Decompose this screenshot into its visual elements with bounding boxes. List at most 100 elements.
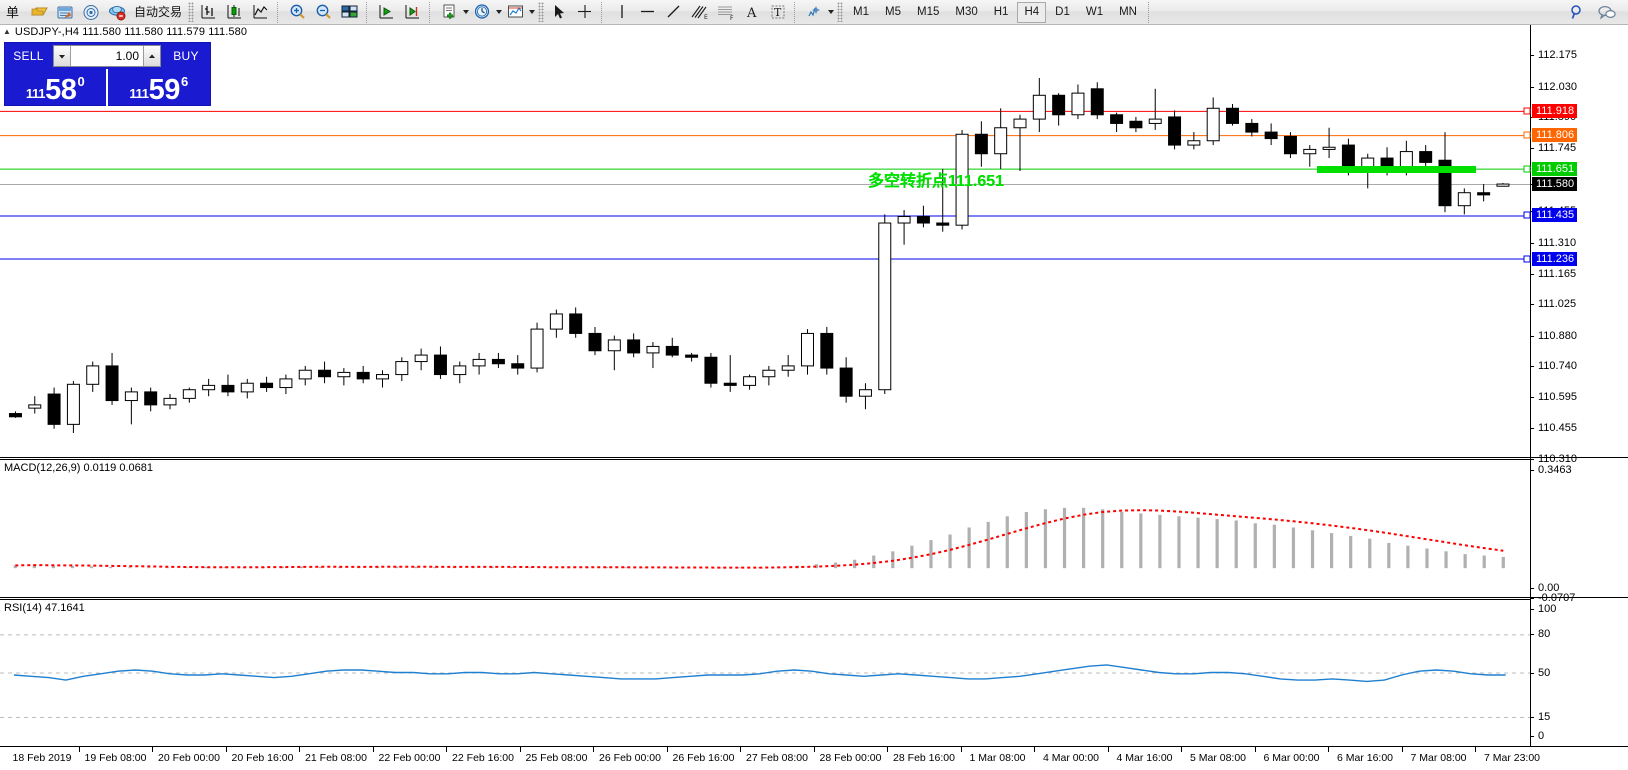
time-axis[interactable]: 18 Feb 2019 19 Feb 08:00 20 Feb 00:00 20 Fe… (0, 746, 1628, 770)
toolbar-separator-4 (601, 1, 606, 23)
buy-price-display[interactable]: 111 59 6 (108, 69, 211, 106)
time-tick-label: 27 Feb 08:00 (746, 752, 808, 764)
vertical-line-icon[interactable] (609, 1, 635, 24)
equidistant-channel-icon[interactable]: E (687, 1, 713, 24)
bar-chart-icon[interactable] (196, 1, 222, 24)
price-tick: 112.175 (1531, 49, 1577, 61)
price-line-handle[interactable] (1523, 107, 1531, 115)
time-tick-label: 1 Mar 08:00 (969, 752, 1026, 764)
time-tick-mark (740, 747, 742, 752)
pane-separator-macd[interactable] (0, 457, 1628, 460)
time-tick-mark (813, 747, 815, 752)
macd-pane[interactable]: MACD(12,26,9) 0.0119 0.0681 (0, 461, 1628, 598)
periodicity-dropdown-arrow-icon[interactable] (496, 1, 503, 24)
new-order-icon[interactable] (437, 1, 463, 24)
new-order-dropdown-arrow-icon[interactable] (463, 1, 470, 24)
toolbar-separator-6 (1147, 1, 1153, 23)
main-toolbar: 单 (0, 0, 1628, 25)
toolbar-grip-2[interactable] (538, 2, 545, 22)
time-tick-label: 26 Feb 00:00 (599, 752, 661, 764)
sell-price-display[interactable]: 111 58 0 (5, 69, 108, 106)
line-chart-icon[interactable] (248, 1, 274, 24)
price-tag[interactable]: 111.651 (1532, 161, 1578, 176)
cursor-icon[interactable] (546, 1, 572, 24)
price-chart-pane[interactable] (0, 39, 1628, 459)
folder-icon[interactable] (26, 1, 52, 24)
sell-price-main: 58 (45, 74, 77, 106)
collapse-triangle-icon[interactable]: ▲ (3, 27, 11, 36)
timeframe-h1[interactable]: H1 (993, 5, 1009, 18)
price-tick: 110.595 (1531, 391, 1577, 403)
tile-windows-icon[interactable] (337, 1, 363, 24)
macd-tick: -0.0707 (1531, 592, 1575, 604)
volume-increase-button[interactable] (143, 46, 160, 66)
search-icon[interactable] (1564, 1, 1590, 24)
price-line-handle[interactable] (1523, 131, 1531, 139)
one-click-trading-panel[interactable]: SELL 1.00 BUY 111 58 0 111 59 6 (4, 42, 211, 106)
templates-icon[interactable] (503, 1, 529, 24)
time-tick-label: 7 Mar 08:00 (1410, 752, 1467, 764)
templates-dropdown-arrow-icon[interactable] (529, 1, 536, 24)
timeframe-d1[interactable]: D1 (1055, 5, 1070, 18)
trend-segment-highlight[interactable] (1317, 165, 1477, 173)
chat-icon[interactable] (1594, 1, 1620, 24)
price-tag[interactable]: 111.435 (1532, 208, 1578, 223)
price-line-handle[interactable] (1523, 165, 1531, 173)
buy-button[interactable]: BUY (173, 49, 199, 63)
autotrade-icon[interactable] (104, 1, 130, 24)
timeframe-m5[interactable]: M5 (885, 5, 901, 18)
rsi-pane[interactable]: RSI(14) 47.1641 (0, 601, 1628, 746)
buy-price-prefix: 111 (129, 86, 149, 101)
macd-label[interactable]: MACD(12,26,9) 0.0119 0.0681 (4, 462, 153, 474)
volume-field[interactable]: 1.00 (53, 45, 161, 67)
crosshair-icon[interactable] (572, 1, 598, 24)
timeframe-h4[interactable]: H4 (1017, 1, 1047, 23)
price-tag[interactable]: 111.918 (1532, 103, 1578, 118)
timeframe-m30[interactable]: M30 (955, 5, 978, 18)
rsi-series (0, 634, 1530, 718)
sell-button[interactable]: SELL (13, 49, 44, 63)
text-label-icon[interactable]: A (739, 1, 765, 24)
data-window-icon[interactable] (52, 1, 78, 24)
sell-price-fraction: 0 (77, 74, 85, 89)
price-line-handle[interactable] (1523, 211, 1531, 219)
navigator-icon[interactable] (78, 1, 104, 24)
octp-header-row: SELL 1.00 BUY (5, 43, 210, 69)
timeframe-w1[interactable]: W1 (1085, 5, 1104, 18)
timeframe-m15[interactable]: M15 (916, 5, 940, 18)
pane-separator-rsi[interactable] (0, 597, 1628, 600)
indicators-dropdown-arrow-icon[interactable] (828, 1, 835, 24)
indicators-icon[interactable] (802, 1, 828, 24)
volume-decrease-button[interactable] (54, 46, 71, 66)
time-tick-mark (1328, 747, 1330, 752)
price-tick: 111.025 (1531, 298, 1576, 310)
toolbar-grip[interactable] (188, 2, 195, 22)
toolbar-grip-3[interactable] (837, 2, 844, 22)
periodicity-icon[interactable] (470, 1, 496, 24)
chart-shift-icon[interactable] (374, 1, 400, 24)
rsi-label[interactable]: RSI(14) 47.1641 (4, 602, 85, 614)
text-object-icon[interactable]: T (765, 1, 791, 24)
price-line-handle[interactable] (1523, 255, 1531, 263)
toolbar-separator-3 (429, 1, 434, 23)
chart-annotation-label[interactable]: 多空转折点111.651 (868, 172, 1005, 190)
trendline-icon[interactable] (661, 1, 687, 24)
price-tick: 110.740 (1531, 360, 1577, 372)
price-tag[interactable]: 111.236 (1532, 251, 1578, 266)
timeframe-m1[interactable]: M1 (853, 5, 869, 18)
volume-value[interactable]: 1.00 (71, 46, 143, 66)
candlestick-chart-icon[interactable] (222, 1, 248, 24)
zoom-in-icon[interactable] (285, 1, 311, 24)
price-tag[interactable]: 111.580 (1532, 177, 1578, 192)
timeframe-mn[interactable]: MN (1119, 5, 1137, 18)
horizontal-line-icon[interactable] (635, 1, 661, 24)
price-tag[interactable]: 111.806 (1532, 128, 1578, 143)
price-axis[interactable]: 112.175112.030111.890111.745111.580111.4… (1530, 25, 1628, 746)
autotrade-label[interactable]: 自动交易 (134, 4, 183, 19)
order-book-icon[interactable]: 单 (0, 1, 26, 24)
chart-autoscroll-icon[interactable] (400, 1, 426, 24)
fibonacci-icon[interactable]: F (713, 1, 739, 24)
zoom-out-icon[interactable] (311, 1, 337, 24)
svg-text:单: 单 (6, 6, 19, 20)
price-tick: 110.310 (1531, 453, 1577, 465)
